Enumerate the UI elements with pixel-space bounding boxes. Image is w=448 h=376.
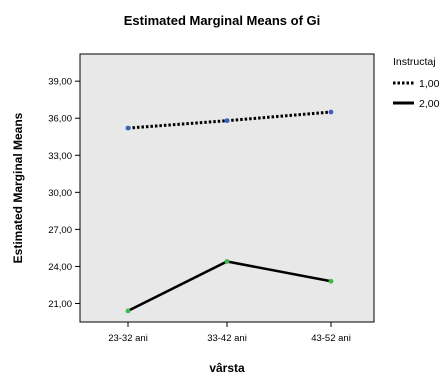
series-1-point	[328, 109, 334, 115]
legend-title: Instructaj	[393, 56, 436, 68]
x-axis-label: vârsta	[209, 361, 245, 375]
y-tick-label: 33,00	[48, 151, 72, 162]
series-1-point	[125, 125, 131, 131]
legend: Instructaj 1,00 2,00	[393, 56, 440, 110]
x-tick-label: 23-32 ani	[108, 333, 148, 344]
y-tick-label: 30,00	[48, 188, 72, 199]
series-2-point	[328, 278, 334, 284]
y-tick-label: 21,00	[48, 299, 72, 310]
legend-label-series-2: 2,00	[419, 98, 440, 110]
y-tick-label: 24,00	[48, 262, 72, 273]
legend-label-series-1: 1,00	[419, 78, 440, 90]
x-tick-label: 43-52 ani	[311, 333, 351, 344]
y-axis: 21,00 24,00 27,00 30,00 33,00 36,00 39,00	[48, 77, 80, 310]
series-2-point	[224, 259, 230, 264]
x-axis: 23-32 ani 33-42 ani 43-52 ani	[108, 322, 351, 344]
y-tick-label: 27,00	[48, 225, 72, 236]
series-1-point	[224, 118, 230, 124]
y-tick-label: 39,00	[48, 77, 72, 88]
chart-title: Estimated Marginal Means of Gi	[124, 13, 321, 28]
series-layer	[125, 109, 334, 314]
y-tick-label: 36,00	[48, 114, 72, 125]
plot-area	[79, 53, 375, 323]
x-tick-label: 33-42 ani	[207, 333, 247, 344]
y-axis-label: Estimated Marginal Means	[11, 112, 25, 263]
series-2-point	[125, 308, 131, 314]
